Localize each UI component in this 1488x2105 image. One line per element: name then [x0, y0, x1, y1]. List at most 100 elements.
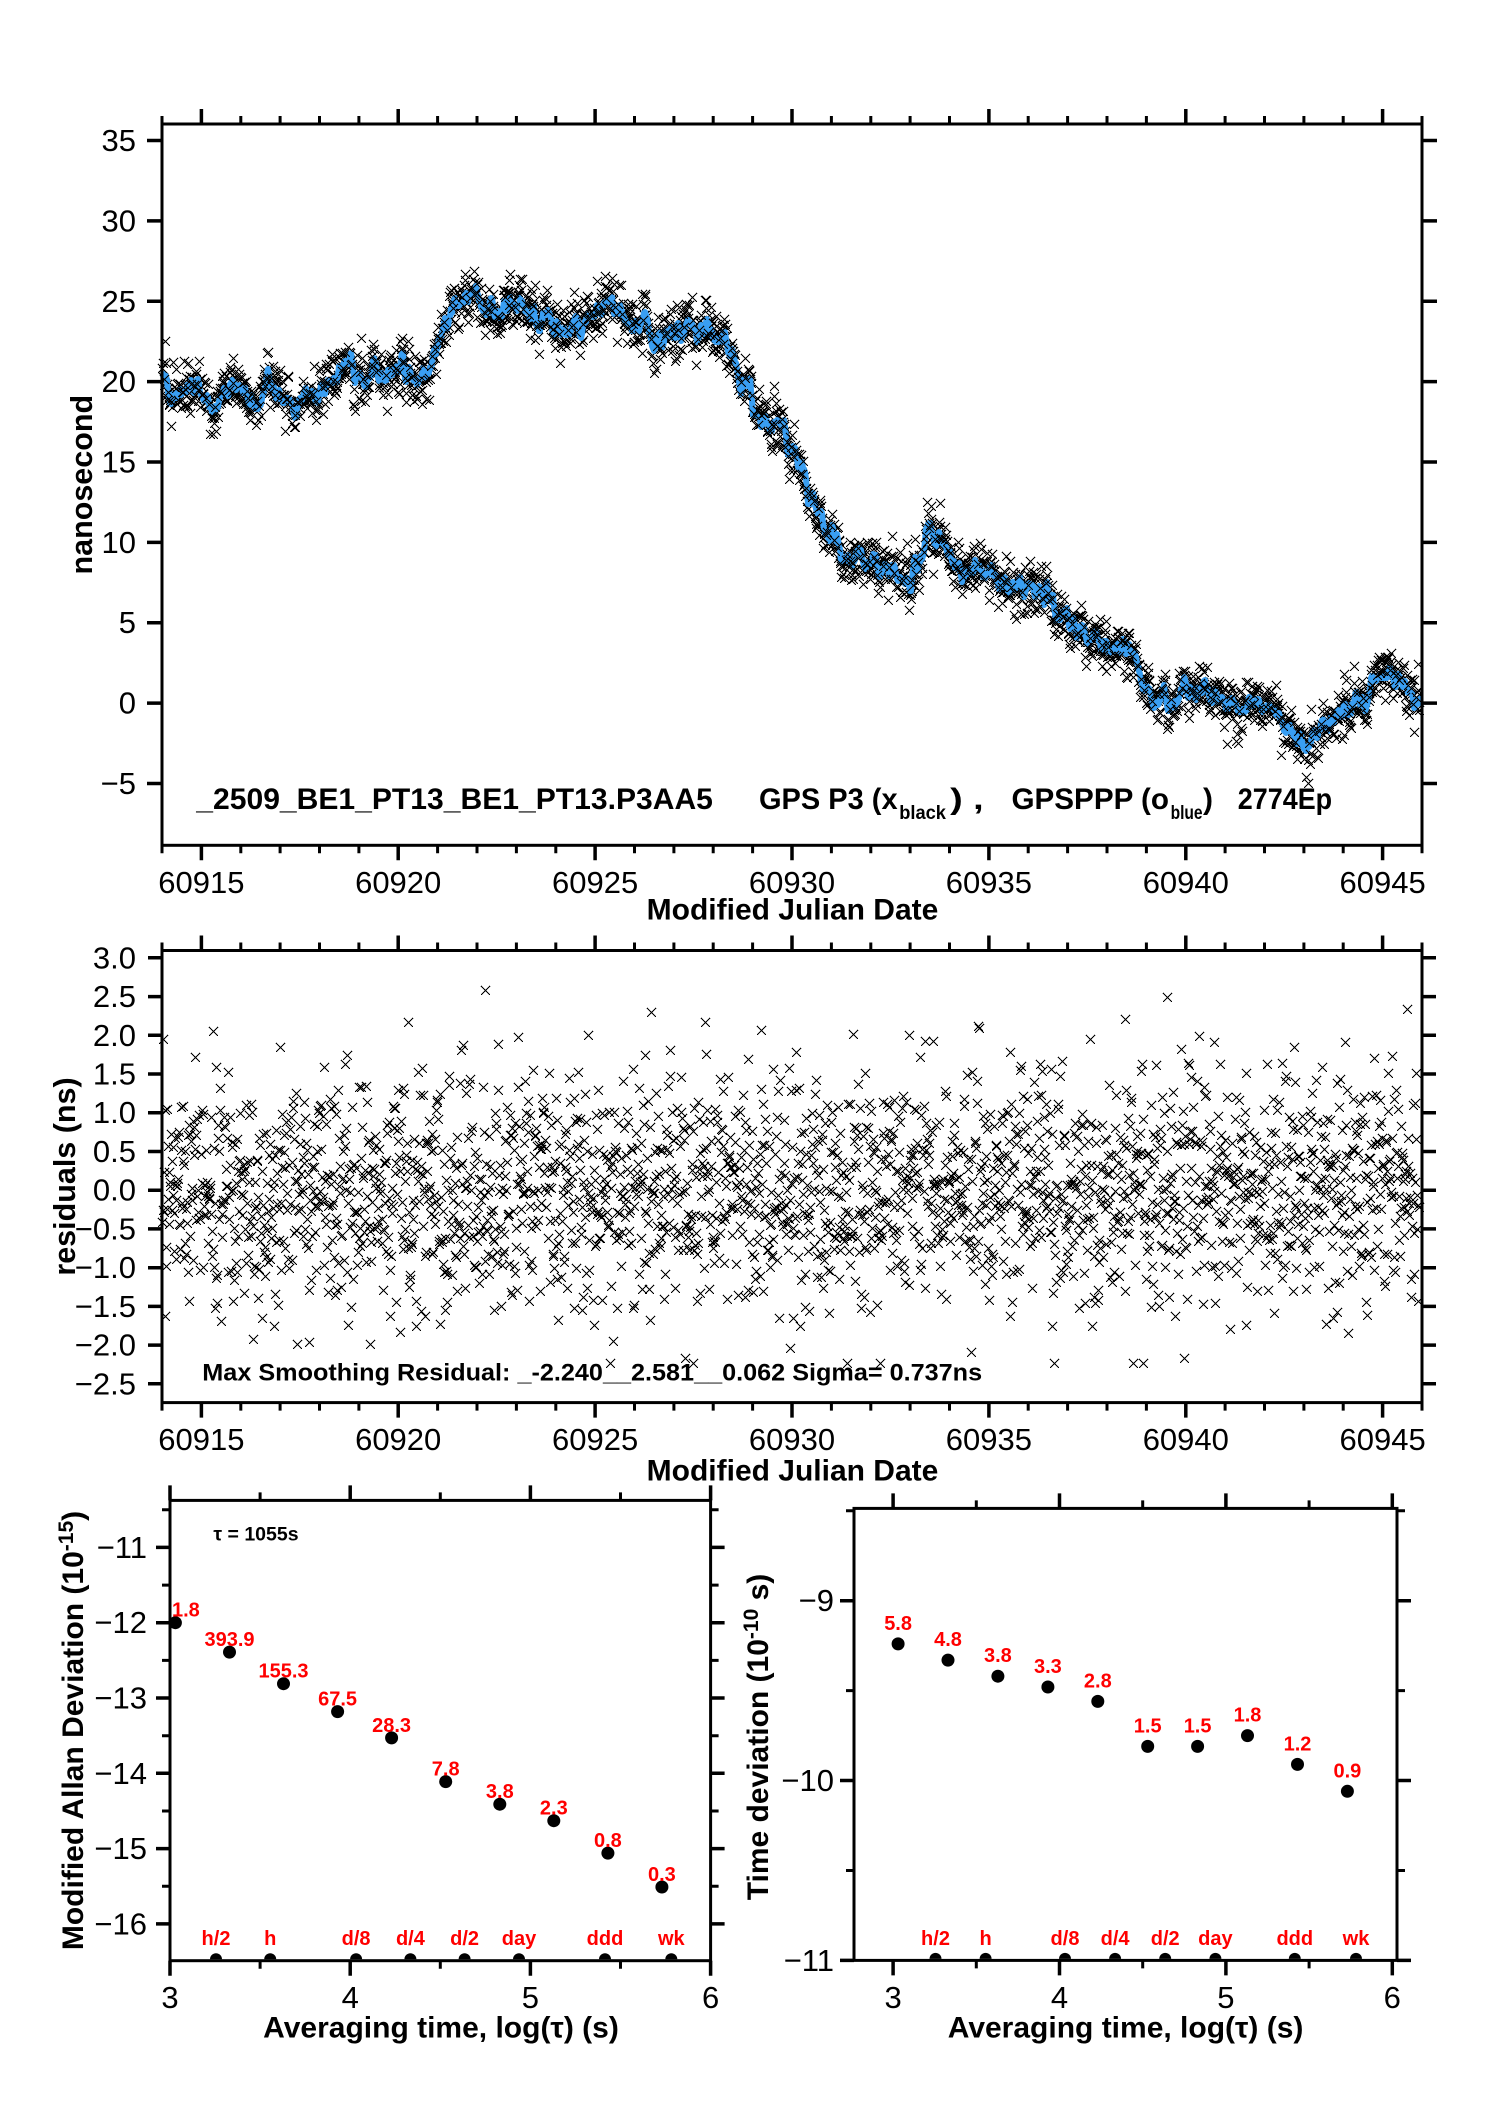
svg-text:60920: 60920 [355, 865, 441, 900]
svg-text:−11: −11 [784, 1943, 834, 1978]
svg-text:25: 25 [102, 284, 136, 319]
svg-text:20: 20 [102, 364, 136, 399]
svg-text:4.8: 4.8 [934, 1629, 962, 1651]
svg-text:−2.5: −2.5 [75, 1366, 136, 1401]
svg-text:h/2: h/2 [202, 1928, 231, 1950]
svg-text:4: 4 [342, 1980, 359, 2015]
svg-text:60930: 60930 [749, 1422, 835, 1457]
svg-text:Max Smoothing Residual: _-2.24: Max Smoothing Residual: _-2.240__2.581__… [202, 1360, 982, 1387]
svg-text:3.3: 3.3 [1034, 1656, 1062, 1678]
svg-text:60915: 60915 [158, 1422, 244, 1457]
svg-text:d/8: d/8 [1051, 1928, 1080, 1950]
svg-text:−14: −14 [94, 1756, 147, 1791]
svg-text:Time deviation (10-10 s): Time deviation (10-10 s) [740, 1574, 775, 1901]
svg-text:h: h [979, 1928, 991, 1950]
svg-text:d/4: d/4 [1101, 1928, 1131, 1950]
svg-text:black: black [899, 803, 946, 824]
svg-text:3.0: 3.0 [93, 940, 136, 975]
svg-text:Averaging time, log(τ) (s): Averaging time, log(τ) (s) [263, 2011, 619, 2044]
svg-text:1.8: 1.8 [1234, 1705, 1262, 1727]
svg-text:day: day [502, 1928, 537, 1950]
svg-text:0.5: 0.5 [93, 1134, 136, 1169]
svg-text:−9: −9 [799, 1583, 834, 1618]
svg-text:day: day [1198, 1928, 1233, 1950]
svg-text:d/2: d/2 [1151, 1928, 1180, 1950]
svg-text:60940: 60940 [1143, 1422, 1229, 1457]
svg-text:blue: blue [1171, 803, 1203, 824]
svg-text:60935: 60935 [946, 1422, 1032, 1457]
svg-text:−2.0: −2.0 [75, 1328, 136, 1363]
svg-text:2.8: 2.8 [1084, 1670, 1112, 1692]
svg-text:wk: wk [1342, 1928, 1371, 1950]
svg-text:ddd: ddd [1276, 1928, 1313, 1950]
svg-text:d/2: d/2 [450, 1928, 479, 1950]
svg-text:ddd: ddd [587, 1928, 624, 1950]
svg-text:6: 6 [1384, 1980, 1401, 2015]
svg-text:60920: 60920 [355, 1422, 441, 1457]
svg-text:τ = 1055s: τ = 1055s [213, 1524, 298, 1546]
svg-text:) ,: ) , [950, 783, 984, 816]
svg-text:6: 6 [702, 1980, 719, 2015]
svg-text:): ) [1203, 783, 1213, 816]
svg-text:1.0: 1.0 [93, 1095, 136, 1130]
svg-text:5: 5 [119, 605, 136, 640]
svg-text:−0.5: −0.5 [75, 1211, 136, 1246]
svg-text:−1.0: −1.0 [75, 1250, 136, 1285]
svg-text:1.5: 1.5 [1184, 1715, 1212, 1737]
svg-text:Modified Julian Date: Modified Julian Date [647, 1455, 939, 1488]
svg-text:28.3: 28.3 [372, 1715, 411, 1737]
svg-text:5: 5 [522, 1980, 539, 2015]
svg-text:5: 5 [1217, 1980, 1234, 2015]
svg-text:h/2: h/2 [921, 1928, 950, 1950]
svg-text:Averaging time, log(τ) (s): Averaging time, log(τ) (s) [948, 2011, 1304, 2044]
svg-text:7.8: 7.8 [432, 1759, 460, 1781]
svg-text:60925: 60925 [552, 1422, 638, 1457]
svg-text:1.5: 1.5 [93, 1057, 136, 1092]
svg-text:60945: 60945 [1339, 1422, 1425, 1457]
svg-text:60945: 60945 [1339, 865, 1425, 900]
svg-text:−1.5: −1.5 [75, 1289, 136, 1324]
svg-text:d/4: d/4 [396, 1928, 426, 1950]
svg-text:3.8: 3.8 [486, 1781, 514, 1803]
svg-text:−5: −5 [101, 766, 136, 801]
svg-text:−15: −15 [94, 1831, 147, 1866]
svg-text:15: 15 [102, 445, 136, 480]
svg-text:3: 3 [161, 1980, 178, 2015]
svg-text:residuals (ns): residuals (ns) [48, 1077, 82, 1275]
svg-text:0.9: 0.9 [1333, 1760, 1361, 1782]
svg-text:1.5: 1.5 [1134, 1715, 1162, 1737]
svg-text:2.3: 2.3 [540, 1798, 568, 1820]
svg-text:_2509_BE1_PT13_BE1_PT13.P3AA5: _2509_BE1_PT13_BE1_PT13.P3AA5 [195, 783, 713, 816]
svg-text:Modified Allan Deviation (10-1: Modified Allan Deviation (10-15) [55, 1511, 90, 1950]
svg-text:Modified Julian Date: Modified Julian Date [647, 894, 939, 927]
svg-text:3.8: 3.8 [984, 1645, 1012, 1667]
svg-text:60925: 60925 [552, 865, 638, 900]
svg-text:GPSPPP (o: GPSPPP (o [1012, 783, 1170, 816]
svg-text:60930: 60930 [749, 865, 835, 900]
svg-text:60940: 60940 [1143, 865, 1229, 900]
svg-text:30: 30 [102, 203, 136, 238]
svg-text:4: 4 [1051, 1980, 1068, 2015]
svg-text:67.5: 67.5 [318, 1689, 357, 1711]
svg-text:60915: 60915 [158, 865, 244, 900]
svg-text:60935: 60935 [946, 865, 1032, 900]
svg-text:−12: −12 [94, 1605, 147, 1640]
svg-text:GPS P3 (x: GPS P3 (x [759, 783, 898, 816]
svg-text:1.2: 1.2 [1284, 1733, 1312, 1755]
svg-text:h: h [264, 1928, 276, 1950]
svg-text:−16: −16 [94, 1906, 147, 1941]
svg-text:393.9: 393.9 [204, 1629, 254, 1651]
svg-text:−13: −13 [94, 1681, 147, 1716]
svg-text:wk: wk [657, 1928, 686, 1950]
svg-text:10: 10 [102, 525, 136, 560]
svg-text:0.3: 0.3 [648, 1864, 676, 1886]
svg-text:d/8: d/8 [342, 1928, 371, 1950]
svg-text:5.8: 5.8 [884, 1613, 912, 1635]
svg-text:0.0: 0.0 [93, 1173, 136, 1208]
svg-text:0.8: 0.8 [594, 1830, 622, 1852]
svg-text:3: 3 [884, 1980, 901, 2015]
svg-text:2.5: 2.5 [93, 979, 136, 1014]
svg-text:35: 35 [102, 123, 136, 158]
svg-text:−10: −10 [781, 1763, 834, 1798]
svg-text:2.0: 2.0 [93, 1018, 136, 1053]
